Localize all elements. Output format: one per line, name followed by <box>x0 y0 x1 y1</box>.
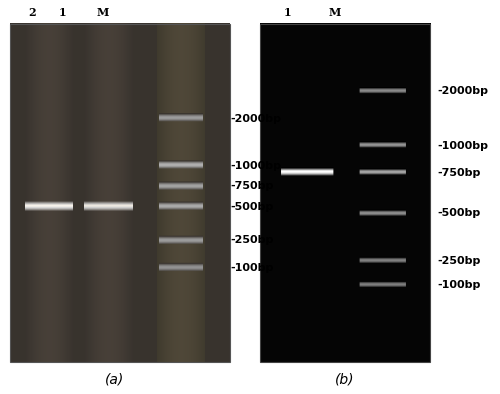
Bar <box>260 24 430 362</box>
Text: -250bp: -250bp <box>230 236 274 245</box>
Text: -2000bp: -2000bp <box>230 113 281 123</box>
Text: -2000bp: -2000bp <box>438 86 488 97</box>
Text: -750bp: -750bp <box>230 181 274 191</box>
Text: -100bp: -100bp <box>230 263 274 273</box>
Text: 2: 2 <box>28 7 36 18</box>
Text: (b): (b) <box>335 372 355 386</box>
Text: 1: 1 <box>58 7 66 18</box>
Text: -500bp: -500bp <box>438 208 481 218</box>
Text: -100bp: -100bp <box>438 280 481 290</box>
Bar <box>10 24 230 362</box>
Text: (a): (a) <box>106 372 124 386</box>
Text: -1000bp: -1000bp <box>230 161 281 171</box>
Text: M: M <box>96 7 108 18</box>
Text: -500bp: -500bp <box>230 202 273 212</box>
Text: 1: 1 <box>284 7 292 18</box>
Text: -1000bp: -1000bp <box>438 141 488 151</box>
Text: -750bp: -750bp <box>438 168 481 178</box>
Text: -250bp: -250bp <box>438 256 481 266</box>
Text: M: M <box>329 7 341 18</box>
